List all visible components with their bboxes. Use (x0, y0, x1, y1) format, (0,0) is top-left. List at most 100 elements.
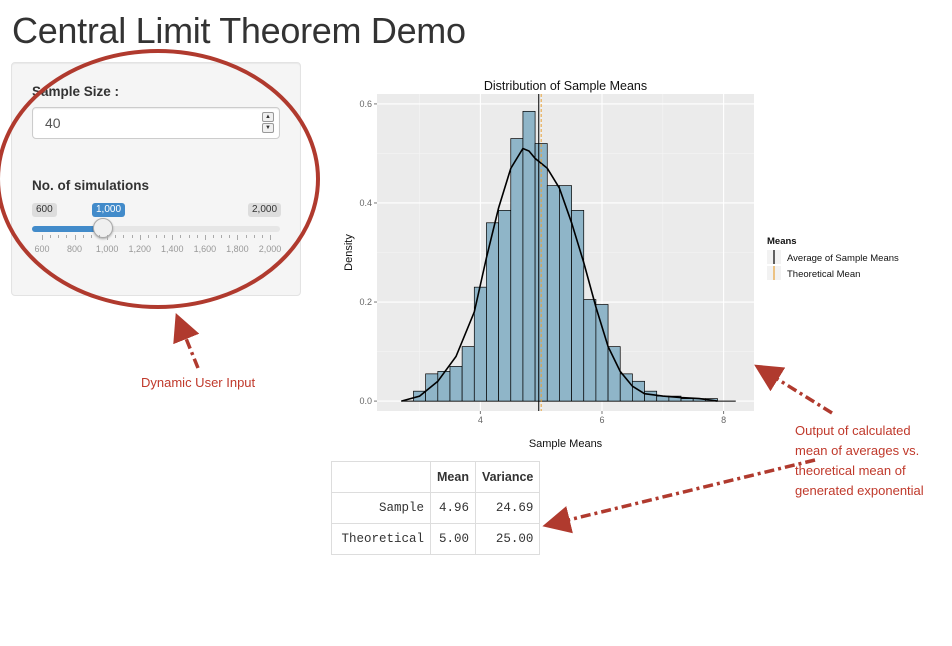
slider-minor-tick (156, 235, 157, 238)
slider-minor-tick (245, 235, 247, 238)
slider-tick-label: 1,800 (226, 244, 249, 254)
sample-size-label: Sample Size : (32, 84, 120, 99)
output-annotation-line: generated exponential (795, 483, 924, 498)
slider-tick-label: 600 (34, 244, 50, 254)
slider-minor-tick (188, 235, 190, 238)
histogram-bar (680, 398, 694, 402)
slider-minor-tick (99, 235, 100, 238)
mean-cell: 5.00 (430, 523, 476, 555)
slider-ticks: 600 800 1,000 1,200 1,400 1,600 1,800 2,000 (12, 235, 300, 255)
x-axis-label: Sample Means (529, 438, 603, 450)
histogram-bar (510, 138, 524, 402)
y-axis-label: Density (343, 234, 355, 271)
table-header-variance: Variance (474, 461, 541, 493)
table-arrow (542, 458, 816, 534)
x-tick-label: 8 (721, 415, 726, 425)
slider-minor-tick (180, 235, 182, 238)
slider-minor-tick (221, 235, 223, 238)
slider-min-badge: 600 (32, 203, 57, 217)
table-header-row: Mean Variance (331, 461, 541, 493)
slider-minor-tick (164, 235, 166, 238)
slider-tick-label: 1,000 (95, 244, 119, 254)
histogram-bar (498, 210, 512, 402)
histogram-bar (607, 346, 621, 402)
histogram-bar (534, 143, 548, 402)
sample-size-value: 40 (45, 115, 61, 131)
input-annotation: Dynamic User Input (141, 375, 256, 390)
increment-icon[interactable]: ▲ (262, 112, 274, 122)
histogram-bar (461, 346, 475, 402)
table-row: Sample 4.96 24.69 (331, 492, 541, 524)
slider-minor-tick (253, 235, 255, 238)
histogram-bar (632, 380, 645, 402)
histogram-bar (571, 210, 585, 402)
slider-value-badge: 1,000 (92, 203, 126, 217)
slider-tick (172, 235, 174, 240)
input-arrow (173, 313, 200, 369)
slider-minor-tick (229, 235, 231, 238)
slider-minor-tick (115, 235, 117, 238)
slider-tick (74, 235, 76, 240)
row-label: Theoretical (331, 523, 431, 555)
output-annotation-line: theoretical mean of (795, 463, 906, 478)
slider-tick (139, 235, 141, 240)
mean-cell: 4.96 (430, 492, 476, 524)
histogram-bar (437, 371, 451, 402)
simulations-label: No. of simulations (32, 178, 150, 193)
slider-minor-tick (90, 235, 92, 238)
slider-tick (237, 235, 239, 240)
slider-minor-tick (147, 235, 149, 238)
legend-entry: Theoretical Mean (787, 269, 860, 280)
histogram-bar (595, 304, 609, 402)
histogram-bar (583, 299, 597, 402)
histogram-bar (522, 110, 536, 402)
slider-minor-tick (131, 235, 133, 238)
slider-tick-label: 2,000 (258, 244, 282, 254)
slider-tick (204, 235, 206, 240)
chart-title: Distribution of Sample Means (484, 79, 647, 93)
slider-minor-tick (261, 235, 263, 238)
decrement-icon[interactable]: ▼ (262, 123, 274, 133)
legend-entry: Average of Sample Means (787, 253, 899, 264)
histogram-bar (546, 185, 560, 402)
variance-cell: 25.00 (474, 523, 541, 555)
slider-tick-label: 1,600 (193, 244, 217, 254)
slider-tick (107, 235, 109, 240)
simulations-slider[interactable] (32, 226, 280, 232)
slider-minor-tick (58, 235, 60, 238)
number-spinner: ▲ ▼ (262, 112, 274, 134)
y-tick-label: 0.0 (359, 396, 372, 406)
histogram-bar (425, 373, 439, 402)
legend-title: Means (767, 236, 797, 247)
slider-max-badge: 2,000 (248, 203, 282, 217)
x-tick-label: 6 (599, 415, 604, 425)
slider-tick-label: 1,200 (128, 244, 151, 254)
table-header-blank (331, 461, 431, 493)
x-tick-label: 4 (478, 415, 483, 425)
variance-cell: 24.69 (474, 492, 541, 524)
stats-table: Mean Variance Sample 4.96 24.69 Theoreti… (331, 461, 541, 555)
histogram-bar (644, 390, 658, 402)
slider-tick (42, 235, 43, 240)
app-title: Central Limit Theorem Demo (12, 10, 466, 51)
density-curve (401, 147, 718, 402)
distribution-plot: 4 6 8 0.0 0.2 0.4 0.6 Distribution of Sample Me… (343, 79, 899, 450)
slider-minor-tick (82, 235, 84, 238)
output-annotation-line: mean of averages vs. (795, 443, 920, 458)
output-annotation-line: Output of calculated (795, 423, 911, 438)
slider-tick (270, 235, 271, 240)
y-tick-label: 0.6 (359, 99, 372, 109)
slider-tick-label: 1,400 (161, 244, 184, 254)
slider-minor-tick (213, 235, 214, 238)
slider-minor-tick (123, 235, 125, 238)
y-tick-label: 0.4 (359, 198, 372, 208)
slider-minor-tick (196, 235, 198, 238)
sample-size-input[interactable]: 40 ▲ ▼ (32, 107, 280, 139)
histogram-bar (449, 366, 463, 402)
table-header-mean: Mean (430, 461, 476, 493)
slider-minor-tick (50, 235, 52, 238)
y-tick-label: 0.2 (359, 297, 372, 307)
row-label: Sample (331, 492, 431, 524)
slider-tick-label: 800 (67, 244, 83, 254)
input-panel: Sample Size : 40 ▲ ▼ No. of simulations … (11, 62, 301, 296)
